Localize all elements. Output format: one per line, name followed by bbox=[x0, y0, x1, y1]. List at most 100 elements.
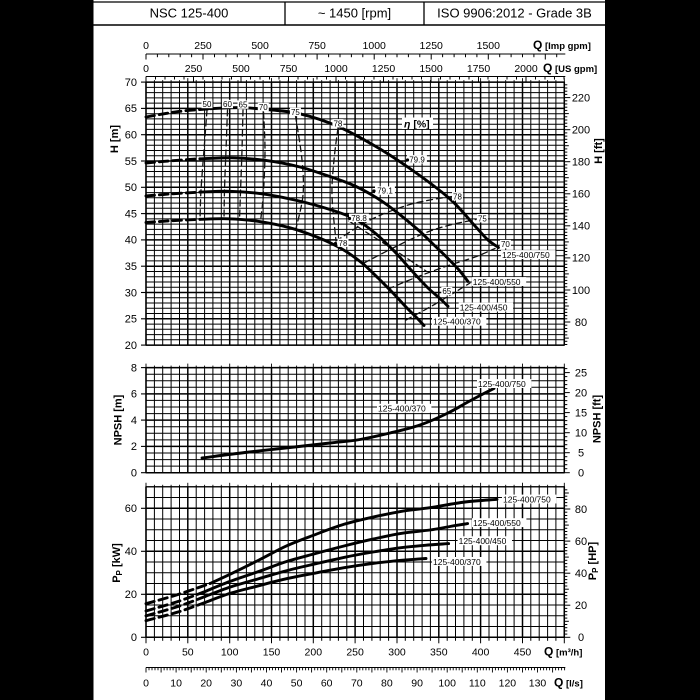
svg-text:NSC 125-400: NSC 125-400 bbox=[150, 6, 229, 21]
svg-text:50: 50 bbox=[182, 647, 194, 659]
svg-text:2: 2 bbox=[131, 441, 137, 453]
svg-text:50: 50 bbox=[203, 100, 212, 109]
svg-text:200: 200 bbox=[572, 125, 590, 137]
svg-text:200: 200 bbox=[305, 647, 323, 659]
svg-text:220: 220 bbox=[572, 92, 590, 104]
svg-text:75: 75 bbox=[478, 214, 487, 223]
svg-text:0: 0 bbox=[143, 40, 149, 52]
svg-text:1750: 1750 bbox=[467, 63, 491, 75]
svg-text:η [%]: η [%] bbox=[404, 119, 430, 131]
svg-text:1000: 1000 bbox=[324, 63, 348, 75]
svg-text:Q [m³/h]: Q [m³/h] bbox=[544, 645, 582, 659]
svg-text:100: 100 bbox=[572, 285, 590, 297]
svg-text:1250: 1250 bbox=[420, 40, 444, 52]
svg-text:120: 120 bbox=[499, 678, 517, 690]
svg-text:50: 50 bbox=[291, 678, 303, 690]
svg-text:250: 250 bbox=[194, 40, 212, 52]
svg-text:180: 180 bbox=[572, 157, 590, 169]
svg-text:H [m]: H [m] bbox=[109, 125, 121, 153]
svg-text:79.9: 79.9 bbox=[409, 155, 425, 164]
svg-text:25: 25 bbox=[125, 314, 137, 326]
svg-text:PP [HP]: PP [HP] bbox=[587, 541, 600, 580]
svg-text:70: 70 bbox=[125, 77, 137, 89]
svg-text:55: 55 bbox=[125, 156, 137, 168]
svg-text:70: 70 bbox=[259, 103, 268, 112]
svg-text:0: 0 bbox=[578, 632, 584, 644]
svg-text:150: 150 bbox=[263, 647, 281, 659]
svg-text:40: 40 bbox=[125, 546, 137, 558]
svg-text:125-400/550: 125-400/550 bbox=[473, 277, 521, 287]
svg-text:400: 400 bbox=[472, 647, 490, 659]
svg-text:70: 70 bbox=[501, 240, 510, 249]
svg-text:90: 90 bbox=[411, 678, 423, 690]
svg-text:75: 75 bbox=[291, 108, 300, 117]
svg-text:40: 40 bbox=[575, 568, 587, 580]
svg-text:100: 100 bbox=[221, 647, 239, 659]
svg-text:1500: 1500 bbox=[419, 63, 443, 75]
svg-text:20: 20 bbox=[125, 589, 137, 601]
svg-text:10: 10 bbox=[170, 678, 182, 690]
svg-text:125-400/450: 125-400/450 bbox=[460, 302, 508, 312]
svg-text:25: 25 bbox=[575, 367, 587, 379]
svg-text:Q [l/s]: Q [l/s] bbox=[554, 676, 583, 690]
svg-text:125-400/370: 125-400/370 bbox=[433, 557, 481, 567]
svg-text:6: 6 bbox=[131, 389, 137, 401]
svg-text:160: 160 bbox=[572, 189, 590, 201]
svg-text:100: 100 bbox=[438, 678, 456, 690]
svg-text:300: 300 bbox=[388, 647, 406, 659]
svg-text:2000: 2000 bbox=[514, 63, 538, 75]
svg-text:80: 80 bbox=[381, 678, 393, 690]
svg-text:Q [Imp gpm]: Q [Imp gpm] bbox=[533, 38, 591, 52]
svg-text:60: 60 bbox=[223, 100, 232, 109]
svg-text:30: 30 bbox=[231, 678, 243, 690]
svg-text:125-400/750: 125-400/750 bbox=[502, 250, 550, 260]
svg-text:1000: 1000 bbox=[363, 40, 387, 52]
svg-text:65: 65 bbox=[125, 103, 137, 115]
svg-text:65: 65 bbox=[239, 101, 248, 110]
svg-text:125-400/750: 125-400/750 bbox=[503, 494, 551, 504]
svg-text:125-400/450: 125-400/450 bbox=[459, 536, 507, 546]
svg-text:NPSH [m]: NPSH [m] bbox=[113, 394, 125, 445]
svg-text:60: 60 bbox=[321, 678, 333, 690]
svg-text:0: 0 bbox=[131, 632, 137, 644]
svg-text:750: 750 bbox=[308, 40, 326, 52]
svg-text:78: 78 bbox=[333, 119, 342, 128]
svg-text:70: 70 bbox=[351, 678, 363, 690]
svg-text:40: 40 bbox=[261, 678, 273, 690]
svg-text:79.1: 79.1 bbox=[377, 187, 393, 196]
svg-text:450: 450 bbox=[514, 647, 532, 659]
svg-text:8: 8 bbox=[131, 362, 137, 374]
svg-text:140: 140 bbox=[572, 221, 590, 233]
svg-text:125-400/370: 125-400/370 bbox=[378, 404, 426, 414]
svg-text:10: 10 bbox=[575, 428, 587, 440]
svg-text:80: 80 bbox=[575, 504, 587, 516]
svg-text:Q [US gpm]: Q [US gpm] bbox=[543, 61, 597, 75]
svg-text:PP [kW]: PP [kW] bbox=[111, 543, 124, 583]
svg-text:125-400/370: 125-400/370 bbox=[433, 317, 481, 327]
svg-text:H [ft]: H [ft] bbox=[593, 138, 605, 164]
svg-text:~ 1450 [rpm]: ~ 1450 [rpm] bbox=[318, 6, 391, 21]
svg-text:1250: 1250 bbox=[372, 63, 396, 75]
svg-text:5: 5 bbox=[578, 448, 584, 460]
svg-text:60: 60 bbox=[125, 130, 137, 142]
svg-text:78.8: 78.8 bbox=[351, 214, 367, 223]
svg-text:20: 20 bbox=[575, 600, 587, 612]
svg-text:45: 45 bbox=[125, 208, 137, 220]
svg-text:60: 60 bbox=[575, 536, 587, 548]
svg-text:0: 0 bbox=[578, 468, 584, 480]
svg-text:78: 78 bbox=[453, 192, 462, 201]
svg-text:4: 4 bbox=[131, 415, 137, 427]
svg-text:30: 30 bbox=[125, 287, 137, 299]
svg-text:125-400/550: 125-400/550 bbox=[473, 518, 521, 528]
svg-text:20: 20 bbox=[125, 340, 137, 352]
svg-text:250: 250 bbox=[346, 647, 364, 659]
svg-text:15: 15 bbox=[575, 407, 587, 419]
svg-text:35: 35 bbox=[125, 261, 137, 273]
svg-text:130: 130 bbox=[529, 678, 547, 690]
svg-text:125-400/750: 125-400/750 bbox=[478, 379, 526, 389]
svg-text:78: 78 bbox=[339, 239, 348, 248]
svg-text:0: 0 bbox=[131, 468, 137, 480]
svg-text:350: 350 bbox=[430, 647, 448, 659]
svg-text:750: 750 bbox=[280, 63, 298, 75]
svg-text:65: 65 bbox=[442, 287, 451, 296]
